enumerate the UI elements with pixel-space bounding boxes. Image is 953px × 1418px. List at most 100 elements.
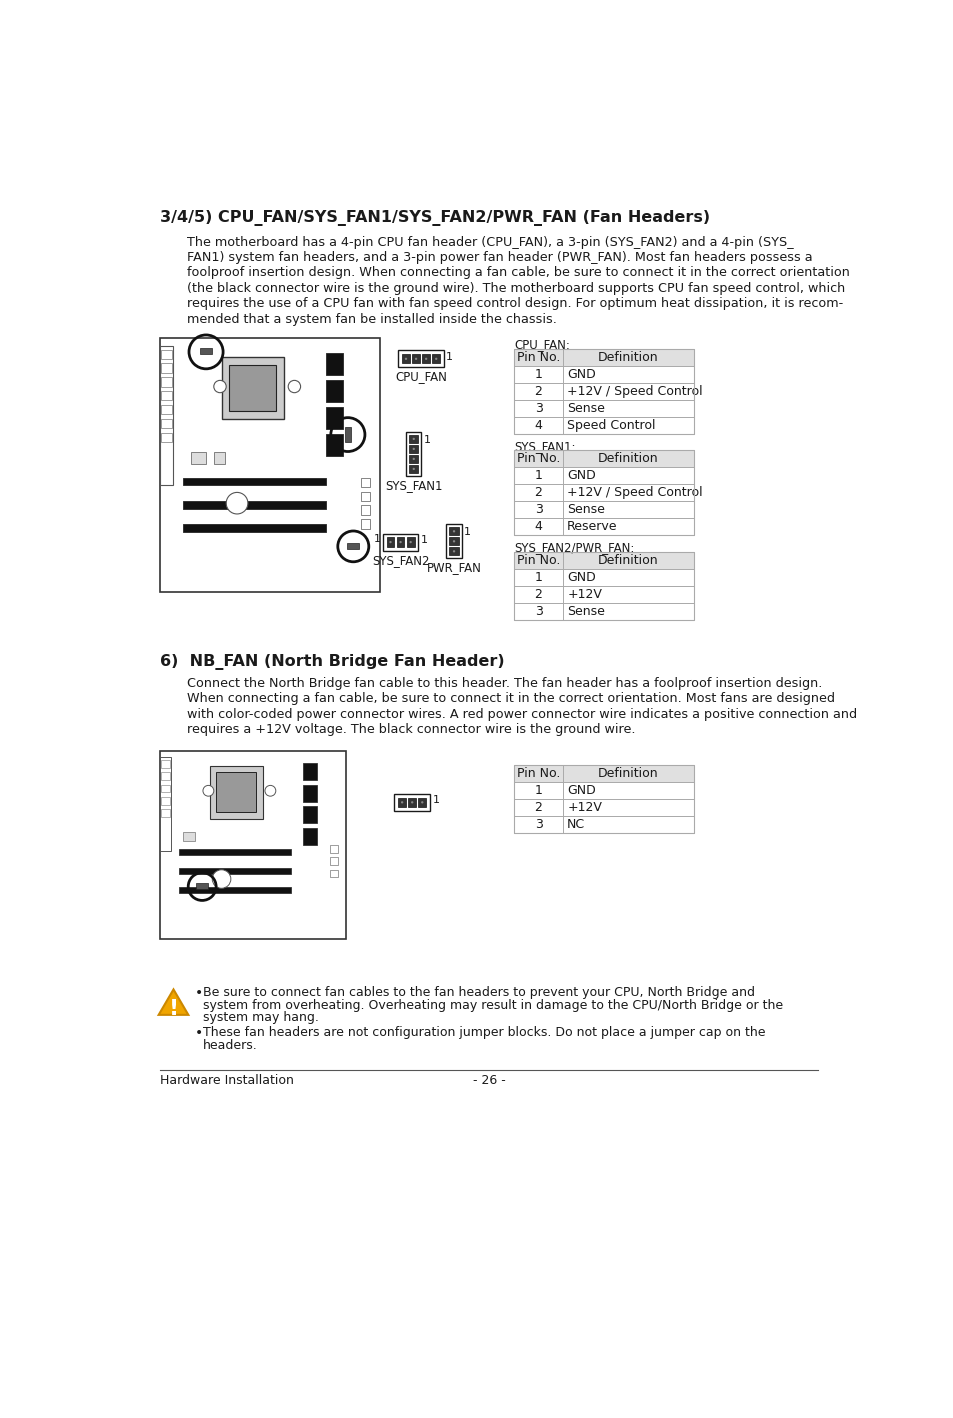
Text: Definition: Definition xyxy=(598,452,659,465)
Bar xyxy=(514,485,694,501)
Bar xyxy=(161,810,170,817)
Bar xyxy=(514,366,694,383)
Text: +12V / Speed Control: +12V / Speed Control xyxy=(567,384,702,397)
Bar xyxy=(418,798,426,807)
Bar xyxy=(183,478,326,485)
Text: Hardware Installation: Hardware Installation xyxy=(159,1075,294,1088)
Bar xyxy=(449,547,458,556)
Text: +12V: +12V xyxy=(567,801,601,814)
Text: Be sure to connect fan cables to the fan headers to prevent your CPU, North Brid: Be sure to connect fan cables to the fan… xyxy=(203,987,754,1000)
Bar xyxy=(199,347,212,354)
Bar xyxy=(396,537,404,547)
Bar xyxy=(326,407,343,428)
Bar xyxy=(514,552,694,569)
Bar xyxy=(409,445,418,452)
Text: (the black connector wire is the ground wire). The motherboard supports CPU fan : (the black connector wire is the ground … xyxy=(187,282,844,295)
Text: CPU_FAN: CPU_FAN xyxy=(395,370,447,383)
Text: Definition: Definition xyxy=(598,767,659,780)
Circle shape xyxy=(420,801,423,804)
Bar xyxy=(397,350,443,367)
Bar xyxy=(183,501,326,509)
Bar xyxy=(161,432,172,442)
Text: Pin No.: Pin No. xyxy=(517,767,559,780)
Bar xyxy=(449,527,458,535)
Text: mended that a system fan be installed inside the chassis.: mended that a system fan be installed in… xyxy=(187,312,557,326)
Text: 3: 3 xyxy=(534,605,542,618)
Circle shape xyxy=(453,550,455,553)
Circle shape xyxy=(226,492,248,513)
Bar xyxy=(159,757,171,851)
Bar xyxy=(402,354,410,363)
Text: !: ! xyxy=(169,1000,178,1020)
Text: system from overheating. Overheating may result in damage to the CPU/North Bridg: system from overheating. Overheating may… xyxy=(203,998,782,1011)
Text: •: • xyxy=(195,1027,203,1041)
Bar xyxy=(303,828,316,845)
Bar xyxy=(360,478,370,486)
Bar xyxy=(514,451,694,535)
Bar xyxy=(161,760,170,767)
Bar xyxy=(514,349,694,434)
Text: 1: 1 xyxy=(464,527,471,537)
Text: 1: 1 xyxy=(534,784,542,797)
Bar xyxy=(514,817,694,834)
Text: PWR_FAN: PWR_FAN xyxy=(426,562,481,574)
Circle shape xyxy=(203,786,213,795)
Text: •: • xyxy=(195,987,203,1000)
Bar xyxy=(514,349,694,366)
Bar xyxy=(161,797,170,804)
Text: 4: 4 xyxy=(534,520,542,533)
Text: NC: NC xyxy=(567,818,585,831)
Bar xyxy=(330,858,337,865)
Text: system may hang.: system may hang. xyxy=(203,1011,318,1024)
Text: headers.: headers. xyxy=(203,1039,257,1052)
Text: 3: 3 xyxy=(534,818,542,831)
Bar xyxy=(179,849,291,855)
Bar xyxy=(409,455,418,462)
Bar xyxy=(360,492,370,501)
Circle shape xyxy=(409,540,412,543)
Bar xyxy=(514,783,694,800)
Text: GND: GND xyxy=(567,367,596,380)
Bar xyxy=(161,784,170,793)
Bar xyxy=(394,794,430,811)
Bar xyxy=(210,766,262,818)
Bar xyxy=(195,883,208,889)
Bar xyxy=(330,845,337,852)
Text: Reserve: Reserve xyxy=(567,520,617,533)
Bar xyxy=(514,383,694,400)
Bar xyxy=(183,832,195,841)
Text: 4: 4 xyxy=(534,418,542,431)
Bar xyxy=(161,773,170,780)
Text: Pin No.: Pin No. xyxy=(517,452,559,465)
Circle shape xyxy=(453,540,455,543)
Text: 2: 2 xyxy=(534,486,542,499)
Bar xyxy=(216,773,256,813)
Text: +12V / Speed Control: +12V / Speed Control xyxy=(567,486,702,499)
Circle shape xyxy=(453,530,455,532)
Polygon shape xyxy=(158,990,188,1015)
Bar xyxy=(514,400,694,417)
Text: 1: 1 xyxy=(446,352,453,362)
Bar xyxy=(326,434,343,455)
Text: GND: GND xyxy=(567,571,596,584)
Text: Sense: Sense xyxy=(567,605,604,618)
Text: +12V: +12V xyxy=(567,588,601,601)
Bar xyxy=(303,807,316,822)
Bar xyxy=(514,603,694,620)
Bar xyxy=(514,586,694,603)
Text: CPU_FAN:: CPU_FAN: xyxy=(514,337,570,352)
Text: requires the use of a CPU fan with fan speed control design. For optimum heat di: requires the use of a CPU fan with fan s… xyxy=(187,298,842,311)
Text: with color-coded power connector wires. A red power connector wire indicates a p: with color-coded power connector wires. … xyxy=(187,708,857,720)
Text: When connecting a fan cable, be sure to connect it in the correct orientation. M: When connecting a fan cable, be sure to … xyxy=(187,692,835,705)
Text: foolproof insertion design. When connecting a fan cable, be sure to connect it i: foolproof insertion design. When connect… xyxy=(187,267,849,279)
Bar xyxy=(514,451,694,468)
Bar xyxy=(514,552,694,620)
Circle shape xyxy=(404,357,407,360)
Bar xyxy=(408,798,416,807)
Bar xyxy=(344,427,351,442)
Bar xyxy=(446,525,461,559)
Text: requires a +12V voltage. The black connector wire is the ground wire.: requires a +12V voltage. The black conne… xyxy=(187,723,636,736)
Text: 3: 3 xyxy=(534,503,542,516)
Text: Definition: Definition xyxy=(598,350,659,364)
Bar xyxy=(179,868,291,875)
